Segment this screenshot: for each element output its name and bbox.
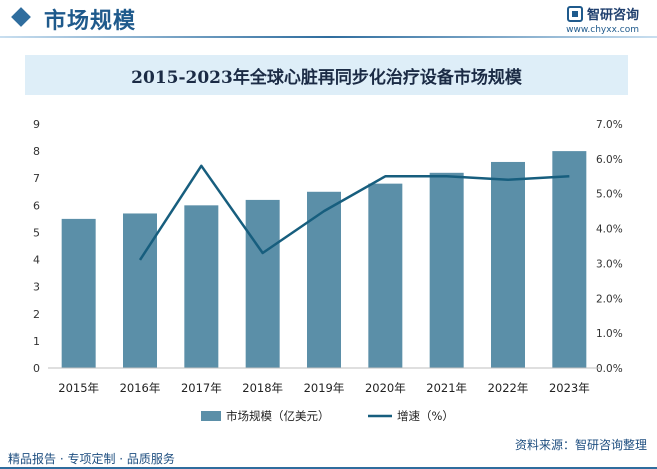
bar-2018年 (245, 199, 280, 368)
bar-2022年 (491, 161, 525, 368)
x-axis-tick-label: 2016年 (120, 381, 161, 395)
bar-2020年 (368, 183, 403, 368)
chart-title-bar: 2015-2023年全球心脏再同步化治疗设备市场规模 (25, 55, 628, 95)
source-note: 资料来源：智研咨询整理 (514, 438, 647, 452)
x-axis-tick-label: 2022年 (488, 381, 529, 395)
brand-name: 智研咨询 (586, 8, 639, 23)
right-axis-tick-label: 4.0% (596, 224, 623, 236)
left-axis-tick-label: 0 (33, 362, 40, 375)
header-divider (0, 36, 657, 38)
x-axis-tick-label: 2019年 (304, 381, 345, 395)
right-axis-tick-label: 6.0% (596, 154, 623, 166)
bar-2023年 (552, 151, 587, 368)
legend-bar-swatch (201, 411, 221, 421)
x-axis-tick-label: 2018年 (242, 381, 283, 395)
right-axis-tick-label: 3.0% (596, 258, 623, 270)
legend-line-label: 增速（%） (397, 409, 454, 423)
section-title: 市场规模 (44, 9, 137, 34)
footer-divider (0, 467, 657, 469)
growth-rate-line (138, 164, 570, 261)
legend-bar-label: 市场规模（亿美元） (226, 409, 330, 423)
brand-logo-icon (566, 5, 583, 22)
brand-logo: 智研咨询 www.chyxx.com (566, 4, 639, 35)
footer-tagline: 精品报告 · 专项定制 · 品质服务 (8, 452, 175, 466)
bar-2016年 (123, 213, 157, 368)
chart-title: 2015-2023年全球心脏再同步化治疗设备市场规模 (131, 67, 522, 88)
right-axis-tick-label: 7.0% (596, 119, 623, 131)
right-axis-tick-label: 1.0% (596, 328, 623, 340)
left-axis-tick-label: 9 (33, 118, 40, 131)
left-axis-tick-label: 4 (33, 254, 40, 267)
bar-2017年 (184, 205, 219, 368)
x-axis-tick-label: 2015年 (58, 381, 99, 395)
bar-2019年 (307, 191, 341, 368)
left-axis-tick-label: 2 (33, 308, 40, 321)
right-axis-tick-label: 0.0% (596, 363, 623, 375)
right-axis-tick-label: 2.0% (596, 293, 623, 305)
bar-2021年 (429, 172, 464, 368)
left-axis-tick-label: 3 (33, 281, 40, 294)
x-axis-tick-label: 2017年 (181, 381, 222, 395)
header-bar: 市场规模 智研咨询 www.chyxx.com (0, 0, 657, 36)
brand-url: www.chyxx.com (566, 25, 639, 35)
x-axis-tick-label: 2021年 (426, 381, 467, 395)
left-axis-tick-label: 1 (33, 335, 40, 348)
left-axis-tick-label: 6 (33, 199, 40, 212)
left-axis-tick-label: 8 (33, 145, 40, 158)
x-axis-tick-label: 2020年 (365, 381, 406, 395)
bar-2015年 (61, 218, 96, 368)
x-axis-tick-label: 2023年 (549, 381, 590, 395)
left-axis-tick-label: 5 (33, 226, 40, 239)
left-axis-tick-label: 7 (33, 172, 40, 185)
right-axis-tick-label: 5.0% (596, 189, 623, 201)
